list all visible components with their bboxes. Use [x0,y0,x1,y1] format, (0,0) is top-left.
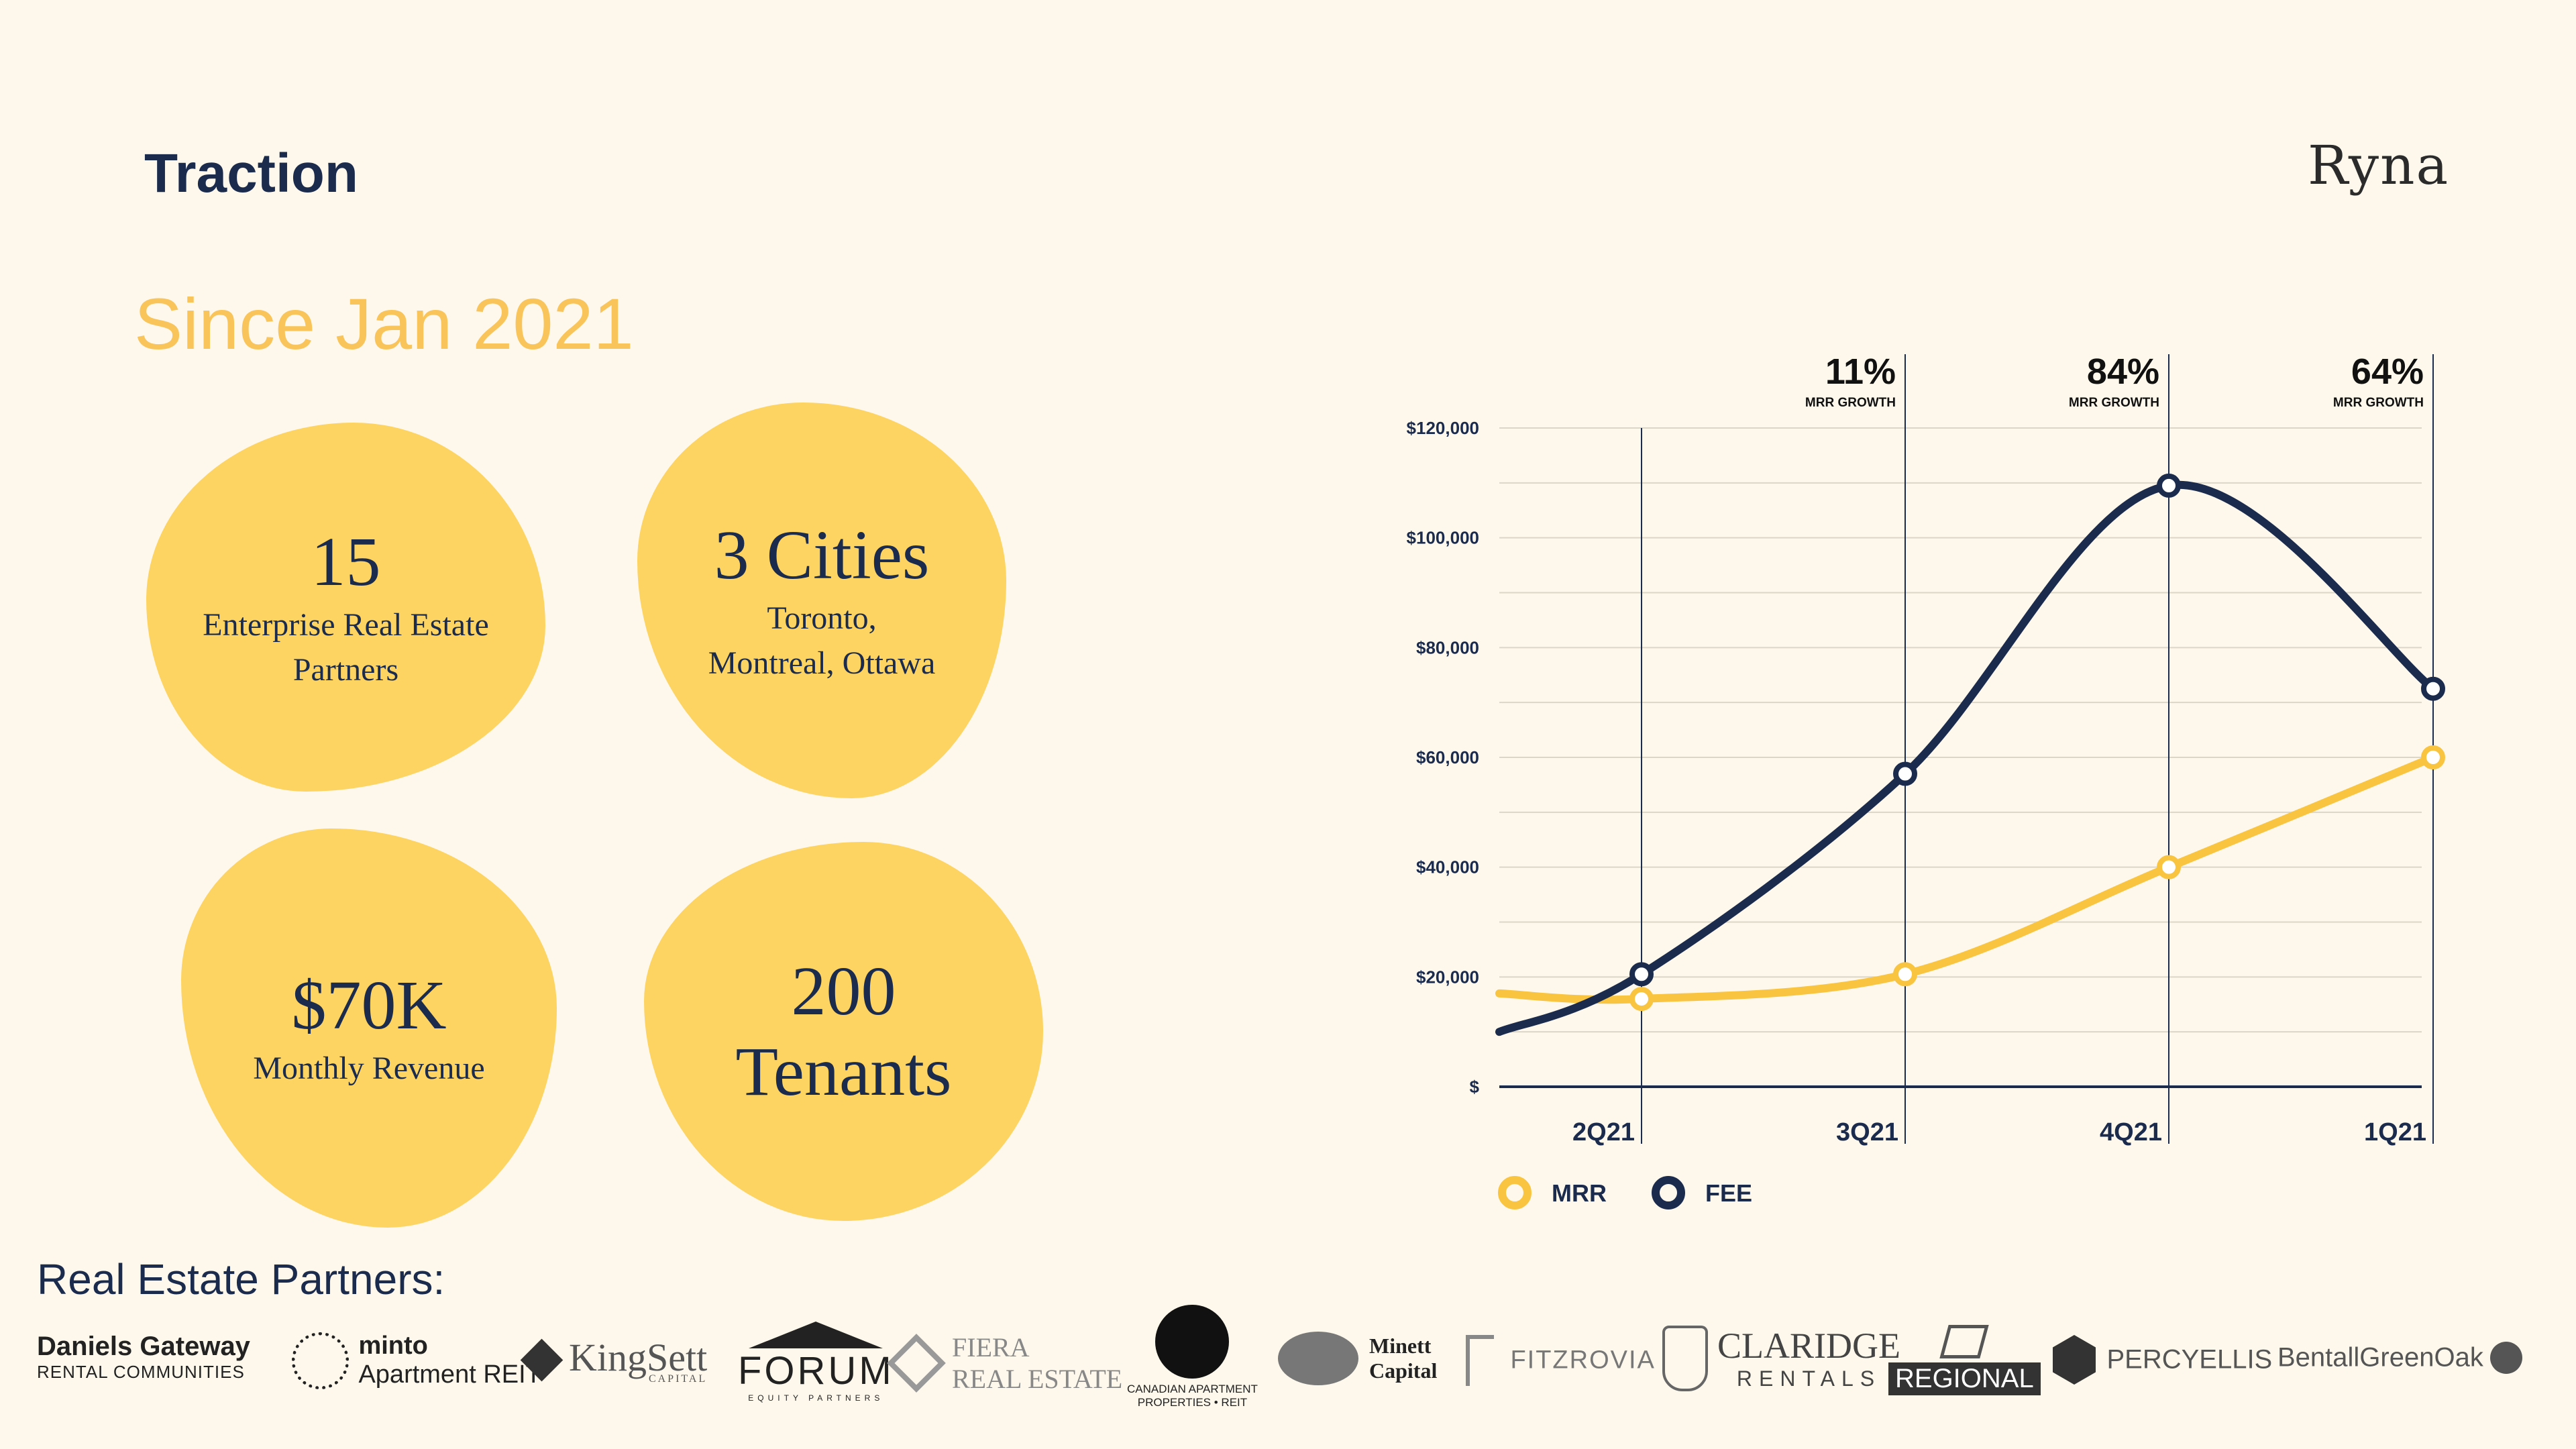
data-point-fee [1629,962,1654,987]
fitzrovia-icon [1466,1335,1494,1386]
page-title: Traction [144,143,358,204]
chart-y-ticks: $120,000 $100,000 $80,000 $60,000 $40,000 $20… [1407,418,1480,1097]
stat-label: Toronto, [767,600,877,636]
partner-logo-capreit: CANADIAN APARTMENT PROPERTIES • REIT [1127,1305,1258,1409]
stat-value: $70K [291,967,447,1044]
partner-logo-kingsett: KingSett CAPITAL [520,1335,707,1385]
fiera-icon [887,1334,946,1393]
x-tick-label: 1Q21 [2364,1118,2426,1146]
x-tick-label: 2Q21 [1572,1118,1635,1146]
chart-growth-labels: 11% MRR GROWTH 84% MRR GROWTH 64% MRR GROWTH [1805,352,2424,410]
legend-marker [1652,1176,1685,1210]
stat-value: 200 [791,952,896,1030]
minett-icon [1278,1332,1358,1385]
chart-legend: MRR FEE [1498,1176,1752,1210]
partner-logo-fiera: FIERA REAL ESTATE [887,1332,1122,1395]
data-point-fee [2157,473,2181,498]
legend-label: MRR [1552,1179,1607,1207]
stat-label: Partners [292,651,399,688]
growth-label: MRR GROWTH [2069,396,2159,410]
stat-partners: 15 Enterprise Real Estate Partners [146,423,545,792]
legend-label: FEE [1705,1179,1752,1207]
data-point-mrr [1629,987,1654,1012]
forum-roof-icon [749,1322,883,1348]
growth-value: 11% [1825,352,1896,392]
x-tick-label: 3Q21 [1836,1118,1898,1146]
stat-value: Tenants [735,1032,952,1110]
partner-logo-forum: FORUM EQUITY PARTNERS [738,1322,894,1403]
data-point-fee [2421,676,2445,701]
stat-value: 3 Cities [714,517,930,594]
y-tick-label: $60,000 [1416,747,1479,767]
y-tick-label: $ [1470,1077,1480,1097]
page-subtitle: Since Jan 2021 [134,283,634,364]
partners-label: Real Estate Partners: [37,1255,445,1303]
chart-grid [1499,427,2422,1088]
data-point-mrr [2157,855,2181,879]
partner-logo-percyellis: PERCYELLIS [2053,1335,2272,1385]
ryna-logo: Ryna [2308,134,2450,197]
series-line-fee [1495,480,2437,1036]
chart-series [1495,473,2445,1036]
growth-label: MRR GROWTH [1805,396,1896,410]
stat-tenants: 200 Tenants [644,842,1043,1221]
bgo-icon [2490,1342,2523,1374]
kingsett-icon [520,1338,564,1382]
data-point-mrr [1893,962,1917,987]
chart-x-ticks: 2Q21 3Q21 4Q21 1Q21 [1572,1118,2426,1146]
chart-quarter-lines [1641,354,2434,1144]
growth-value: 64% [2351,352,2424,392]
partner-logo-daniels: Daniels Gateway RENTAL COMMUNITIES [37,1332,250,1382]
partner-logo-claridge: CLARIDGE RENTALS [1662,1325,1900,1391]
series-line-mrr [1495,753,2437,1004]
y-tick-label: $120,000 [1407,418,1479,438]
partner-logo-bentallgreenoak: BentallGreenOak [2277,1342,2523,1374]
capreit-icon [1155,1305,1230,1379]
y-tick-label: $20,000 [1416,967,1479,987]
stat-label: Monthly Revenue [253,1050,485,1086]
partner-logo-minto: minto Apartment REIT [292,1332,541,1389]
partner-logo-regional: REGIONAL [1888,1325,2041,1395]
growth-label: MRR GROWTH [2333,396,2424,410]
minto-icon [292,1332,349,1389]
data-point-fee [1893,761,1917,786]
claridge-crest-icon [1662,1325,1708,1391]
y-tick-label: $100,000 [1407,528,1479,548]
y-tick-label: $40,000 [1416,857,1479,877]
stat-label: Montreal, Ottawa [708,645,936,681]
stat-label: Enterprise Real Estate [203,606,489,643]
regional-flag-icon [1939,1325,1990,1358]
partner-logo-fitzrovia: FITZROVIA [1466,1335,1656,1386]
percyellis-hex-icon [2053,1335,2096,1385]
x-tick-label: 4Q21 [2100,1118,2162,1146]
legend-marker [1498,1176,1532,1210]
growth-value: 84% [2087,352,2159,392]
data-point-mrr [2421,745,2445,769]
y-tick-label: $80,000 [1416,637,1479,657]
stat-value: 15 [311,523,381,601]
partner-logo-minett: Minett Capital [1278,1332,1437,1385]
